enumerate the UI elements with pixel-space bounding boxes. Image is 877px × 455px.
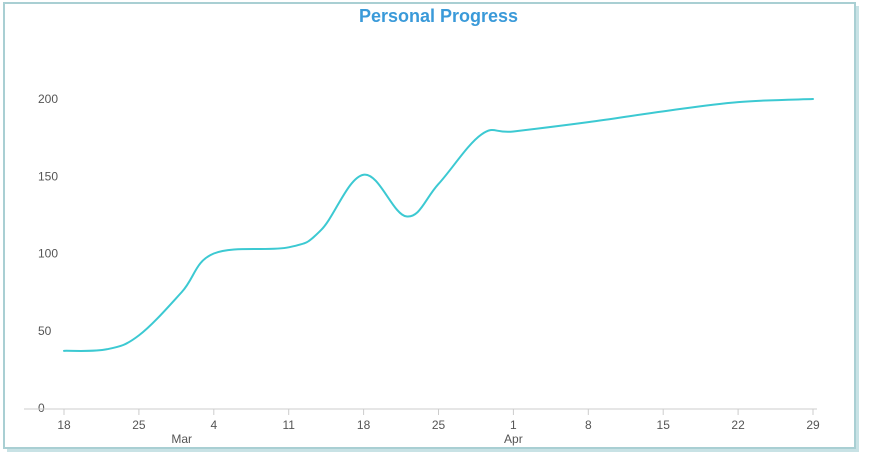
chart-title: Personal Progress: [358, 6, 519, 26]
x-tick-label: 22: [731, 418, 745, 432]
chart-frame: [3, 2, 856, 449]
x-tick-label: 11: [282, 418, 295, 432]
x-tick-label: 18: [357, 418, 371, 432]
x-tick-label: 18: [57, 418, 71, 432]
x-tick-label: 29: [806, 418, 820, 432]
y-axis: 0 50 100 150 200: [38, 92, 58, 415]
x-tick-label: 8: [585, 418, 592, 432]
x-month-label: Mar: [171, 432, 192, 446]
y-tick-label: 50: [38, 324, 52, 338]
y-tick-label: 150: [38, 169, 58, 183]
chart-frame-shadow-bottom: [7, 449, 859, 452]
y-tick-label: 100: [38, 247, 58, 261]
chart-frame-shadow-right: [856, 6, 859, 451]
x-tick-label: 25: [132, 418, 146, 432]
x-tick-label: 4: [210, 418, 217, 432]
x-tick-label: 25: [432, 418, 446, 432]
y-tick-label: 200: [38, 92, 58, 106]
x-tick-label: 1: [510, 418, 517, 432]
series-line: [63, 98, 814, 353]
x-tick-label: 15: [657, 418, 671, 432]
y-tick-label: 0: [38, 401, 45, 415]
x-month-label: Apr: [504, 432, 523, 446]
series-layer: [63, 98, 814, 353]
